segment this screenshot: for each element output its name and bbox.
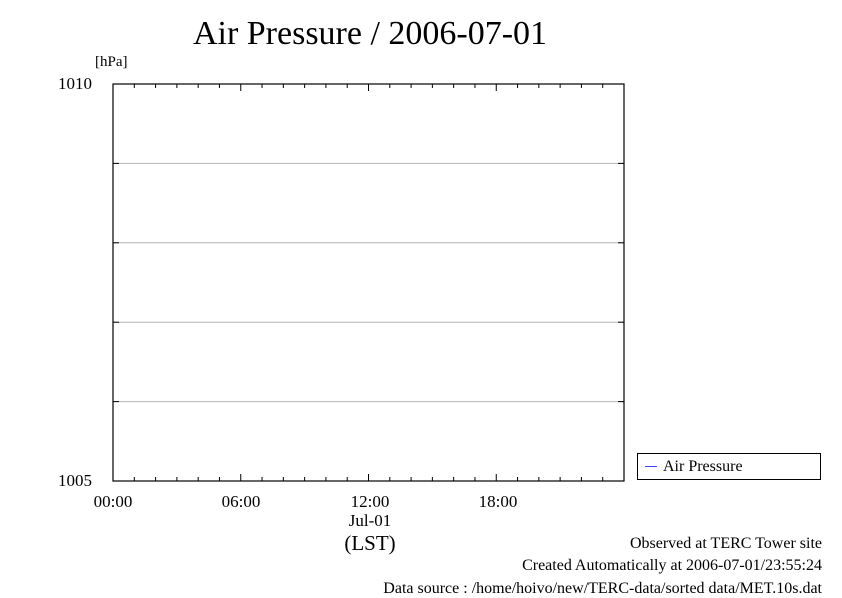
legend-label-air-pressure: Air Pressure xyxy=(663,457,743,475)
footer-created-text: Created Automatically at 2006-07-01/23:5… xyxy=(522,557,822,574)
legend-swatch-air-pressure xyxy=(645,466,657,467)
plot-frame xyxy=(112,83,625,482)
chart-title: Air Pressure / 2006-07-01 xyxy=(192,15,548,52)
x-date-label: Jul-01 xyxy=(348,511,392,530)
footer-observed-text: Observed at TERC Tower site xyxy=(629,535,822,552)
x-tick-label-1200: 12:00 xyxy=(350,492,390,511)
gridlines xyxy=(113,162,624,403)
x-tick-label-1800: 18:00 xyxy=(478,492,518,511)
x-tick-label-0000: 00:00 xyxy=(93,492,133,511)
x-timezone-label: (LST) xyxy=(344,531,396,555)
footer-source-text: Data source : /home/hoivo/new/TERC-data/… xyxy=(383,580,822,597)
y-tick-label-bottom: 1005 xyxy=(58,471,92,490)
y-axis-unit-label: [hPa] xyxy=(95,54,128,70)
x-tick-label-0600: 06:00 xyxy=(221,492,261,511)
y-tick-label-top: 1010 xyxy=(58,74,92,93)
legend: Air Pressure xyxy=(637,453,821,480)
axis-ticks xyxy=(112,83,625,482)
